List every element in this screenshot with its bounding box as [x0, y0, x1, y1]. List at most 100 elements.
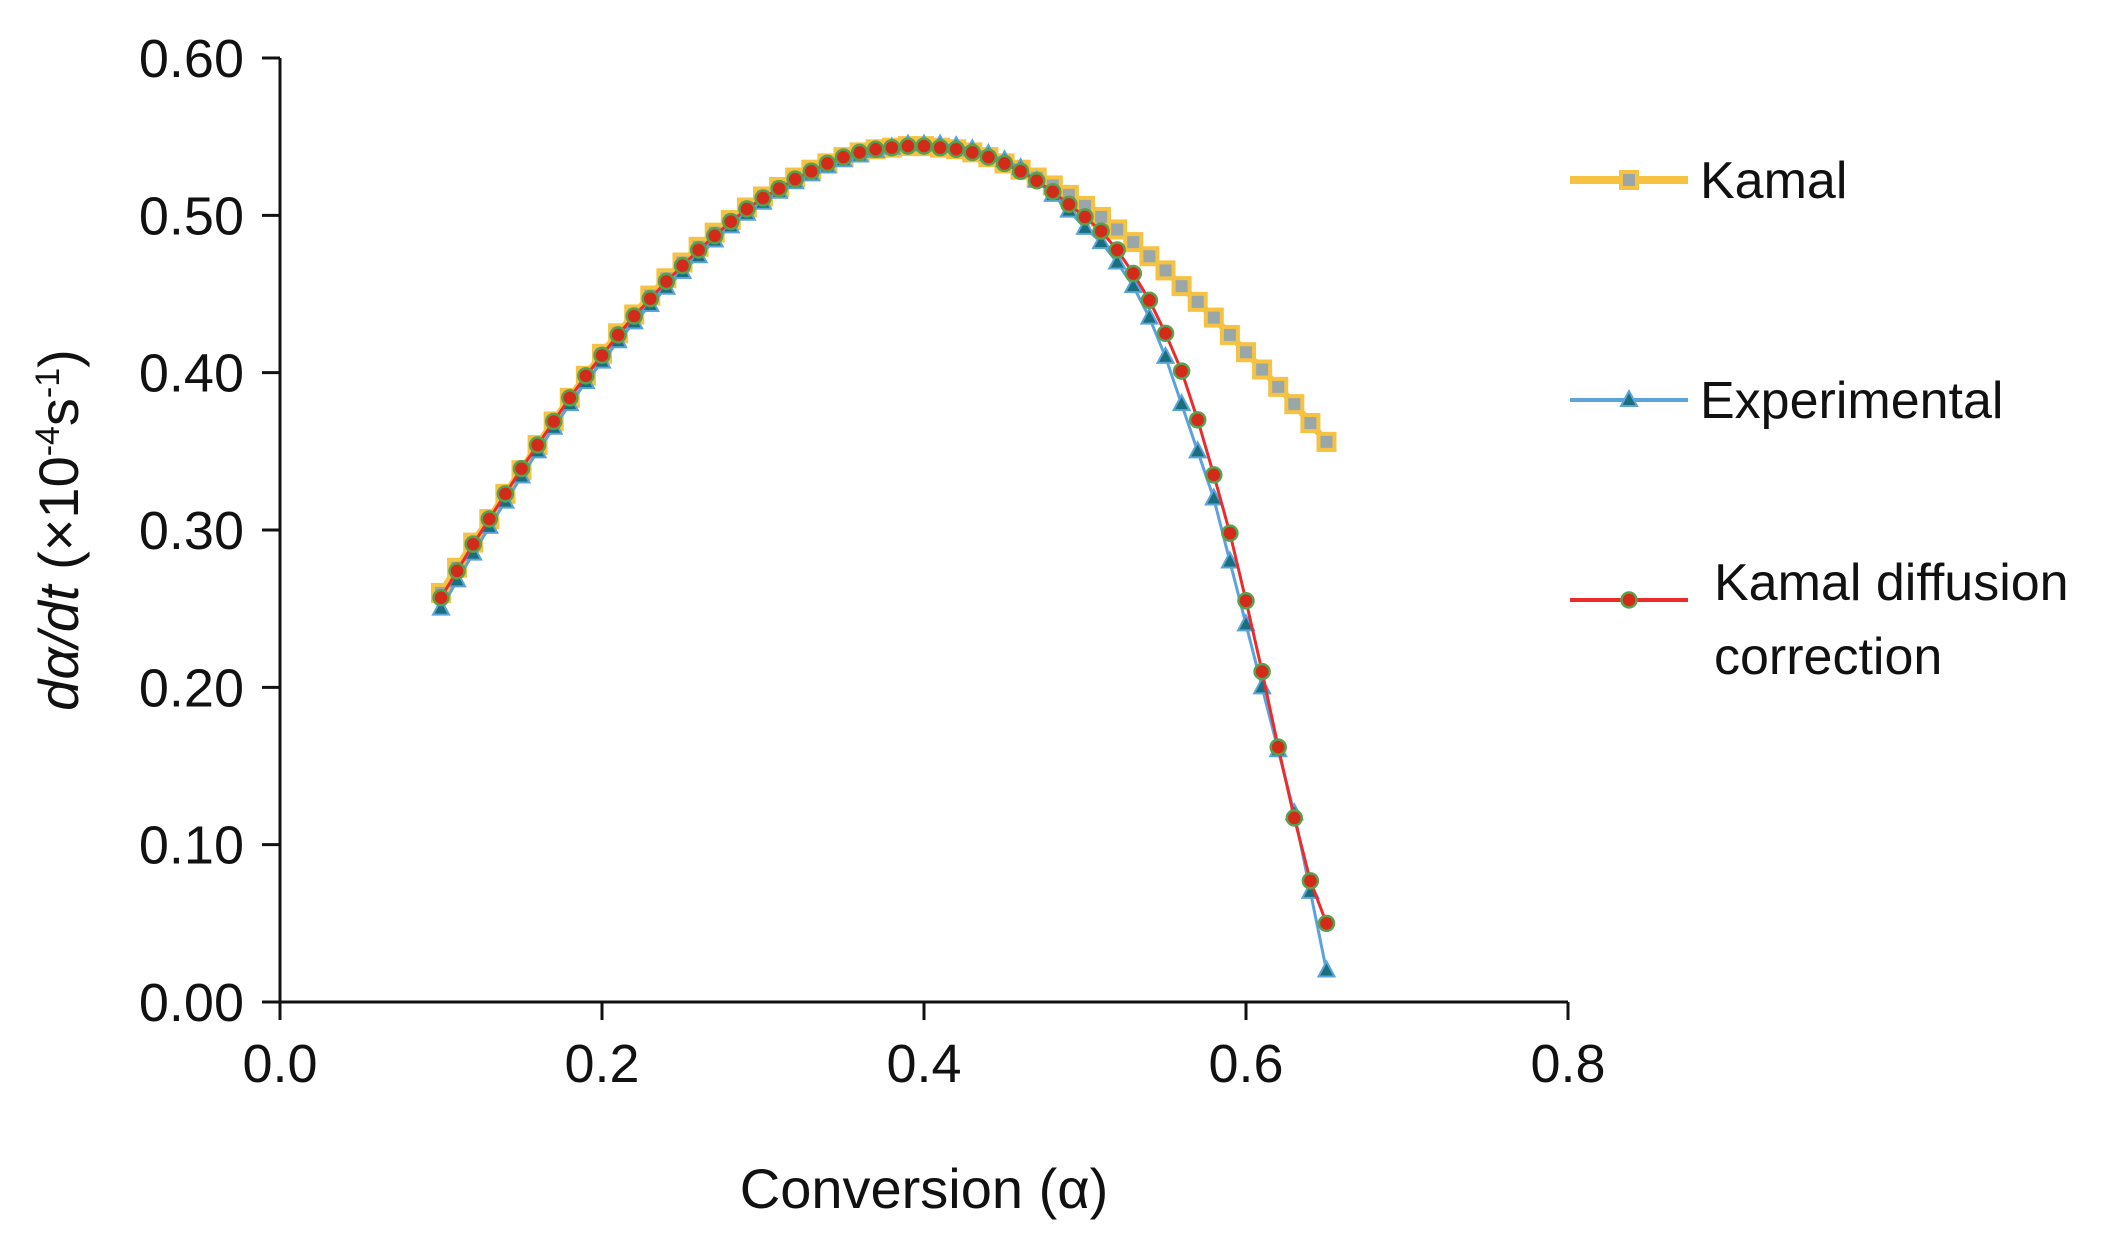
y-tick-label: 0.50	[139, 186, 244, 246]
data-point	[1284, 394, 1305, 415]
data-point	[1188, 411, 1207, 429]
data-point	[1076, 208, 1094, 226]
data-point	[673, 256, 692, 275]
data-point	[995, 154, 1014, 173]
data-point	[609, 326, 627, 344]
data-point	[431, 597, 451, 616]
data-point	[1269, 738, 1287, 756]
data-point	[979, 148, 998, 166]
y-axis-title-unit-mid: s	[27, 398, 90, 426]
data-point	[528, 436, 547, 454]
series-line	[438, 142, 1330, 595]
x-tick-label: 0.2	[564, 1034, 639, 1094]
legend-item: Kamal	[1570, 152, 1847, 210]
data-point	[1044, 182, 1062, 201]
data-point	[432, 588, 450, 607]
data-point	[1156, 324, 1175, 343]
data-point	[561, 389, 579, 407]
data-point	[1204, 487, 1224, 506]
series-layer	[431, 133, 1337, 978]
series-line	[439, 144, 1328, 924]
y-tick-label: 0.60	[139, 29, 244, 89]
data-point	[1172, 362, 1191, 380]
legend-label: Experimental	[1700, 372, 2003, 430]
data-point	[850, 143, 869, 162]
data-point	[1107, 251, 1127, 270]
data-point	[1317, 914, 1336, 933]
data-point	[754, 189, 772, 207]
data-point	[1060, 195, 1078, 214]
data-point	[1140, 291, 1159, 310]
x-tick-label: 0.4	[886, 1034, 961, 1094]
y-axis-title-unit-open: (×10	[27, 456, 90, 585]
data-point	[1171, 276, 1192, 297]
data-point	[947, 140, 965, 159]
data-point	[1107, 219, 1128, 240]
data-point	[1011, 162, 1030, 181]
y-axis-title-unit-close: )	[27, 349, 90, 368]
data-point	[883, 138, 901, 157]
data-point	[480, 510, 499, 528]
data-point	[1187, 291, 1208, 312]
data-point	[1108, 241, 1126, 259]
series-line	[439, 143, 1328, 971]
data-point	[1221, 524, 1239, 542]
data-point	[1155, 260, 1176, 281]
data-point	[1075, 216, 1095, 235]
data-point	[1205, 466, 1223, 484]
data-point	[464, 535, 482, 553]
y-axis-title-main: dα/dt	[27, 583, 90, 711]
data-point	[738, 200, 756, 218]
data-point	[496, 485, 515, 503]
x-tick-label: 0.6	[1208, 1034, 1283, 1094]
legend-item: Experimental	[1570, 372, 2003, 430]
data-point	[689, 241, 708, 259]
data-point	[625, 307, 643, 325]
data-point	[657, 272, 676, 291]
data-point	[722, 212, 740, 231]
y-tick-label: 0.40	[139, 344, 244, 404]
legend-swatch-marker	[1620, 591, 1638, 609]
data-point	[1237, 592, 1255, 610]
data-point	[770, 179, 788, 198]
data-point	[1316, 959, 1337, 978]
y-tick-label: 0.30	[139, 501, 244, 561]
y-axis-title-exp1: -4	[29, 426, 67, 456]
legend-item: Kamal diffusion correction	[1570, 554, 2069, 686]
data-point	[641, 289, 660, 308]
data-point	[1155, 345, 1176, 364]
data-point	[899, 137, 917, 155]
data-point	[1220, 550, 1240, 569]
data-point	[1188, 440, 1208, 459]
data-point	[544, 412, 563, 431]
x-tick-label: 0.0	[242, 1034, 317, 1094]
data-point	[1316, 431, 1337, 452]
data-point	[834, 148, 853, 166]
data-point	[1253, 662, 1271, 681]
data-point	[866, 140, 885, 159]
data-point	[448, 562, 466, 580]
series-kamal-diffusion-correction	[432, 137, 1336, 933]
axes	[278, 58, 1568, 1004]
data-point	[1123, 232, 1144, 253]
data-point	[1236, 342, 1256, 363]
x-axis-title: Conversion (α)	[740, 1157, 1108, 1220]
data-point	[1252, 359, 1273, 380]
data-point	[1171, 393, 1192, 412]
data-point	[1301, 872, 1320, 890]
legend-label: Kamal	[1700, 152, 1847, 210]
data-point	[1123, 275, 1143, 294]
data-point	[1203, 307, 1224, 328]
legend: Kamal Experimental Kamal diffusion correcti…	[1570, 152, 2069, 686]
y-tick-label: 0.20	[139, 658, 244, 718]
data-point	[1268, 376, 1289, 397]
data-point	[705, 227, 724, 245]
data-point	[1091, 230, 1111, 250]
data-point	[786, 170, 804, 188]
series-kamal	[431, 136, 1337, 603]
y-axis-title-exp2: -1	[29, 368, 67, 398]
legend-swatch-marker	[1619, 388, 1639, 407]
legend-swatch-marker	[1619, 170, 1639, 190]
data-point	[818, 154, 837, 173]
